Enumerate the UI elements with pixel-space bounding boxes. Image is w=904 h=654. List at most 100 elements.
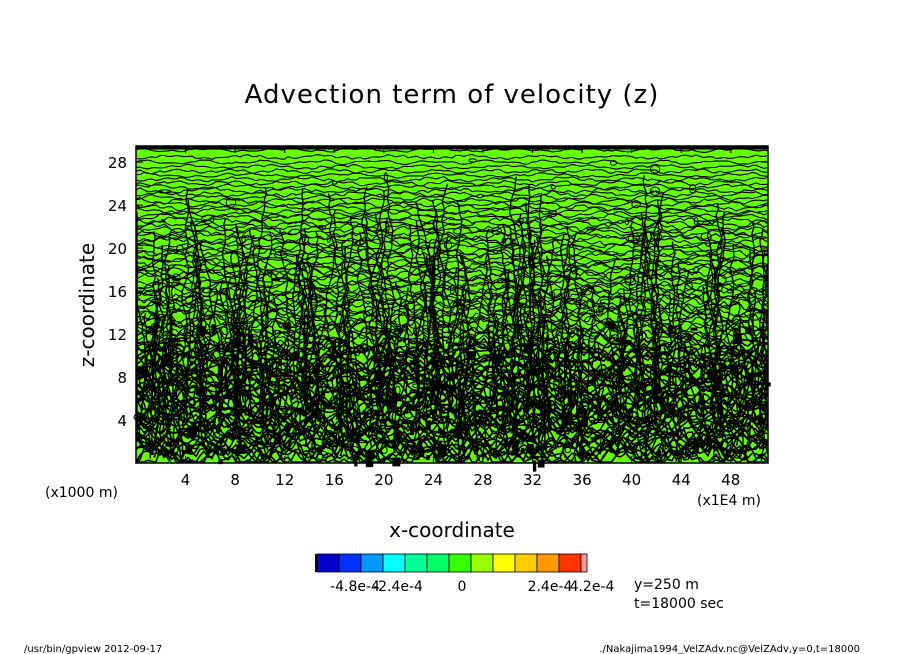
- contour-loop: [339, 400, 352, 412]
- contour-loop: [501, 422, 506, 428]
- contour-line: [275, 360, 283, 458]
- contour-line: [300, 234, 311, 434]
- contour-dense-patch: [233, 338, 242, 348]
- contour-dense-patch: [508, 389, 513, 393]
- contour-line: [508, 176, 527, 412]
- contour-dense-patch: [626, 415, 632, 423]
- contour-line: [344, 217, 355, 452]
- colorbar-swatch: [316, 553, 340, 573]
- contour-loop: [277, 278, 288, 283]
- contour-line: [486, 323, 497, 415]
- contour-line: [644, 406, 651, 462]
- contour-loop: [347, 383, 357, 392]
- contour-dense-patch: [392, 457, 401, 467]
- contour-line: [367, 190, 388, 426]
- contour-dense-patch: [728, 420, 737, 425]
- contour-loop: [614, 373, 626, 382]
- contour-line: [675, 261, 685, 431]
- contour-line: [482, 283, 493, 459]
- contour-dense-patch: [477, 419, 480, 426]
- contour-line: [167, 304, 176, 462]
- contour-dense-patch: [503, 421, 512, 424]
- contour-line: [135, 445, 769, 463]
- contour-loop: [145, 385, 153, 397]
- contour-line: [756, 367, 768, 435]
- contour-line: [545, 365, 551, 427]
- contour-line: [594, 341, 605, 415]
- contour-line: [266, 339, 276, 419]
- contour-line: [431, 200, 458, 412]
- contour-line: [135, 196, 769, 205]
- contour-loop: [510, 390, 525, 401]
- contour-dense-patch: [214, 391, 218, 403]
- x-tick-label: 36: [573, 471, 592, 489]
- contour-dense-patch: [432, 446, 441, 450]
- contour-loop: [428, 309, 435, 315]
- contour-line: [392, 281, 403, 445]
- contour-line: [135, 206, 769, 216]
- contour-line: [135, 287, 769, 302]
- contour-line: [654, 192, 666, 415]
- contour-line: [380, 249, 392, 406]
- contour-loop: [185, 295, 197, 306]
- contour-dense-patch: [690, 327, 698, 331]
- contour-loop: [215, 425, 221, 434]
- contour-line: [225, 288, 239, 433]
- contour-loop: [449, 284, 455, 295]
- contour-line: [231, 368, 240, 430]
- contour-line: [757, 308, 768, 430]
- contour-loop: [307, 295, 321, 304]
- contour-line: [422, 243, 436, 413]
- contour-loop: [649, 186, 661, 196]
- contour-line: [199, 241, 215, 441]
- plot-frame: [135, 145, 769, 464]
- contour-dense-patch: [418, 447, 425, 458]
- contour-dense-patch: [331, 340, 337, 353]
- contour-line: [609, 415, 615, 453]
- y-tick-label: 28: [108, 154, 127, 172]
- contour-dense-patch: [513, 441, 519, 454]
- contour-loop: [610, 159, 618, 166]
- contour-dense-patch: [365, 460, 374, 468]
- contour-dense-patch: [537, 460, 545, 468]
- contour-line: [135, 307, 769, 324]
- contour-loop: [326, 438, 331, 444]
- contour-line: [617, 301, 634, 453]
- contour-lines: [133, 146, 771, 472]
- contour-line: [666, 293, 673, 403]
- x-tick-label: 8: [230, 471, 240, 489]
- x-tick-label: 40: [622, 471, 641, 489]
- contour-line: [135, 179, 769, 187]
- contour-line: [135, 153, 769, 161]
- contour-dense-patch: [638, 383, 645, 386]
- contour-line: [135, 186, 769, 195]
- contour-dense-patch: [714, 378, 721, 391]
- contour-line: [135, 233, 769, 245]
- contour-loop: [728, 351, 739, 356]
- contour-line: [295, 272, 316, 454]
- contour-line: [670, 241, 682, 429]
- contour-line: [540, 366, 546, 463]
- contour-dense-patch: [739, 447, 744, 454]
- contour-loop: [147, 342, 154, 347]
- contour-dense-patch: [544, 354, 548, 362]
- contour-loop: [732, 449, 742, 459]
- contour-line: [337, 383, 345, 456]
- contour-loop: [364, 305, 374, 317]
- contour-dense-patch: [440, 356, 445, 365]
- annotation-y: y=250 m: [634, 577, 699, 593]
- contour-line: [135, 159, 769, 166]
- contour-line: [165, 281, 175, 409]
- contour-loop: [272, 277, 281, 282]
- contour-loop: [380, 446, 388, 454]
- contour-loop: [624, 273, 636, 284]
- y-unit-label: (x1000 m): [45, 485, 118, 501]
- contour-loop: [709, 348, 719, 360]
- contour-line: [355, 392, 362, 460]
- contour-line: [181, 256, 199, 426]
- contour-dense-patch: [404, 420, 407, 425]
- contour-loop: [645, 364, 652, 368]
- contour-line: [293, 228, 307, 440]
- contour-line: [192, 351, 199, 407]
